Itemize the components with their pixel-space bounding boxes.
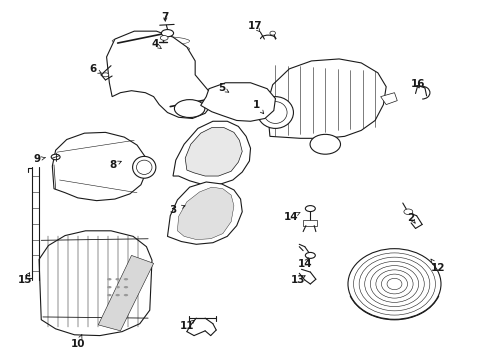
Polygon shape — [168, 182, 242, 244]
Ellipse shape — [305, 206, 316, 212]
Ellipse shape — [51, 154, 60, 160]
Ellipse shape — [257, 96, 294, 129]
Text: 10: 10 — [71, 338, 85, 348]
Ellipse shape — [174, 100, 205, 117]
Polygon shape — [201, 83, 275, 121]
Polygon shape — [98, 255, 154, 331]
Ellipse shape — [264, 102, 287, 123]
Text: 2: 2 — [408, 213, 415, 223]
Ellipse shape — [348, 249, 441, 319]
Text: 11: 11 — [180, 321, 194, 331]
Ellipse shape — [124, 278, 128, 280]
Polygon shape — [185, 127, 242, 176]
Text: 5: 5 — [218, 83, 225, 93]
Polygon shape — [107, 31, 212, 118]
Text: 1: 1 — [252, 100, 260, 109]
Text: 17: 17 — [247, 21, 262, 31]
Text: 9: 9 — [34, 154, 41, 165]
Ellipse shape — [116, 294, 120, 296]
Polygon shape — [173, 121, 250, 185]
Ellipse shape — [404, 209, 413, 215]
Polygon shape — [177, 187, 234, 239]
Ellipse shape — [310, 134, 341, 154]
Text: 16: 16 — [411, 79, 425, 89]
Ellipse shape — [124, 286, 128, 288]
Ellipse shape — [137, 160, 152, 175]
Text: 6: 6 — [89, 64, 97, 74]
Text: 14: 14 — [284, 212, 299, 221]
Polygon shape — [52, 132, 147, 201]
Polygon shape — [39, 231, 152, 336]
Ellipse shape — [107, 294, 112, 296]
Text: 3: 3 — [170, 205, 177, 215]
Ellipse shape — [107, 286, 112, 288]
Text: 7: 7 — [162, 12, 169, 22]
Text: 12: 12 — [430, 263, 445, 273]
Polygon shape — [303, 220, 317, 226]
Ellipse shape — [116, 286, 120, 288]
Text: 8: 8 — [110, 160, 117, 170]
Polygon shape — [267, 59, 386, 138]
Ellipse shape — [160, 36, 168, 40]
Polygon shape — [381, 93, 397, 105]
Ellipse shape — [102, 73, 109, 77]
Ellipse shape — [270, 31, 275, 35]
Text: 13: 13 — [291, 275, 305, 285]
Ellipse shape — [161, 30, 173, 37]
Ellipse shape — [133, 156, 156, 178]
Ellipse shape — [116, 278, 120, 280]
Text: 14: 14 — [297, 259, 312, 269]
Text: 4: 4 — [151, 39, 159, 49]
Text: 15: 15 — [17, 275, 32, 285]
Ellipse shape — [107, 278, 112, 280]
Ellipse shape — [305, 252, 316, 258]
Ellipse shape — [124, 294, 128, 296]
